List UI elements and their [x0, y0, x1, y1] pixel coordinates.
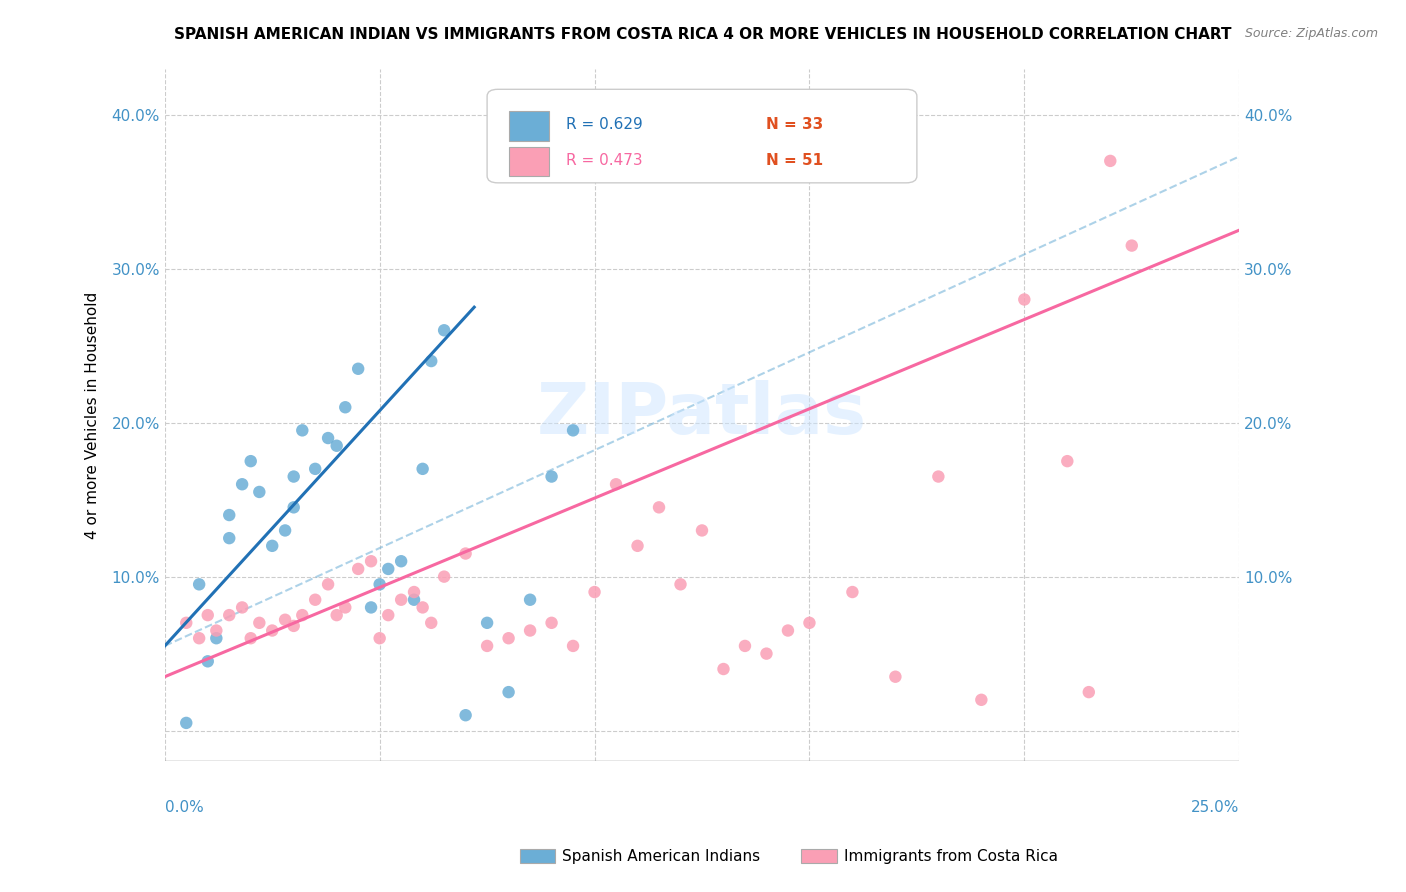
Point	[218, 608, 240, 623]
Point	[498, 685, 520, 699]
FancyBboxPatch shape	[486, 89, 917, 183]
Point	[274, 524, 297, 538]
Point	[205, 631, 228, 645]
Point	[475, 615, 498, 630]
Point	[389, 554, 412, 568]
Point	[174, 715, 197, 730]
Point	[231, 477, 253, 491]
Text: N = 33: N = 33	[766, 117, 824, 132]
Point	[291, 423, 314, 437]
Point	[239, 631, 262, 645]
Y-axis label: 4 or more Vehicles in Household: 4 or more Vehicles in Household	[86, 292, 100, 539]
Point	[583, 585, 606, 599]
Point	[402, 585, 425, 599]
Point	[1077, 685, 1099, 699]
Point	[377, 608, 399, 623]
Point	[262, 624, 284, 638]
Point	[734, 639, 756, 653]
Point	[755, 647, 778, 661]
Point	[325, 439, 347, 453]
Point	[498, 631, 520, 645]
Point	[433, 323, 456, 337]
Point	[239, 454, 262, 468]
Text: ZIPatlas: ZIPatlas	[537, 381, 868, 450]
Point	[325, 608, 347, 623]
Point	[377, 562, 399, 576]
Point	[368, 577, 391, 591]
Point	[540, 615, 562, 630]
Point	[799, 615, 821, 630]
Text: Immigrants from Costa Rica: Immigrants from Costa Rica	[844, 849, 1057, 863]
Point	[205, 624, 228, 638]
Point	[776, 624, 799, 638]
Point	[231, 600, 253, 615]
Text: R = 0.473: R = 0.473	[565, 153, 643, 168]
Text: N = 51: N = 51	[766, 153, 824, 168]
Text: Spanish American Indians: Spanish American Indians	[562, 849, 761, 863]
Point	[1121, 238, 1143, 252]
Point	[283, 500, 305, 515]
Point	[562, 423, 585, 437]
Point	[669, 577, 692, 591]
Point	[283, 619, 305, 633]
Point	[368, 631, 391, 645]
Point	[433, 569, 456, 583]
Point	[335, 401, 357, 415]
Point	[304, 592, 326, 607]
Point	[218, 531, 240, 545]
Point	[218, 508, 240, 522]
Point	[274, 613, 297, 627]
Point	[197, 654, 219, 668]
Point	[454, 708, 477, 723]
Point	[304, 462, 326, 476]
FancyBboxPatch shape	[509, 112, 550, 141]
Text: Source: ZipAtlas.com: Source: ZipAtlas.com	[1244, 27, 1378, 40]
Point	[420, 615, 443, 630]
Point	[970, 693, 993, 707]
Point	[927, 469, 949, 483]
Point	[690, 524, 713, 538]
Point	[562, 639, 585, 653]
Point	[360, 600, 382, 615]
Point	[412, 600, 434, 615]
Point	[360, 554, 382, 568]
Point	[841, 585, 863, 599]
Point	[454, 547, 477, 561]
FancyBboxPatch shape	[509, 147, 550, 177]
Point	[420, 354, 443, 368]
Point	[540, 469, 562, 483]
Text: 25.0%: 25.0%	[1191, 800, 1239, 815]
Text: 0.0%: 0.0%	[165, 800, 204, 815]
Point	[316, 577, 339, 591]
Point	[412, 462, 434, 476]
Point	[1014, 293, 1036, 307]
Point	[174, 615, 197, 630]
Point	[1099, 153, 1122, 168]
Point	[291, 608, 314, 623]
Point	[605, 477, 627, 491]
Point	[188, 631, 211, 645]
Point	[197, 608, 219, 623]
Point	[188, 577, 211, 591]
Text: R = 0.629: R = 0.629	[565, 117, 643, 132]
Point	[648, 500, 671, 515]
Point	[347, 562, 370, 576]
Point	[316, 431, 339, 445]
Point	[884, 670, 907, 684]
Text: SPANISH AMERICAN INDIAN VS IMMIGRANTS FROM COSTA RICA 4 OR MORE VEHICLES IN HOUS: SPANISH AMERICAN INDIAN VS IMMIGRANTS FR…	[174, 27, 1232, 42]
Point	[262, 539, 284, 553]
Point	[283, 469, 305, 483]
Point	[519, 592, 541, 607]
Point	[475, 639, 498, 653]
Point	[713, 662, 735, 676]
Point	[247, 485, 270, 500]
Point	[626, 539, 648, 553]
Point	[1056, 454, 1078, 468]
Point	[247, 615, 270, 630]
Point	[347, 361, 370, 376]
Point	[389, 592, 412, 607]
Point	[519, 624, 541, 638]
Point	[335, 600, 357, 615]
Point	[402, 592, 425, 607]
